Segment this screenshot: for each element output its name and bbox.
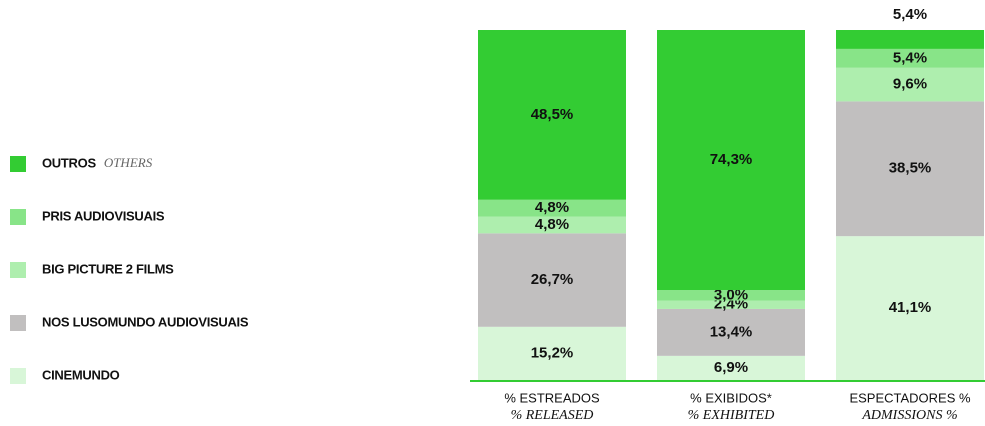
x-tick-label: % EXIBIDOS* [690,390,772,405]
bar-segment [657,290,805,301]
bar-segment [657,355,805,380]
bar-segment [657,30,805,291]
data-label: 15,2% [531,344,574,361]
data-label: 38,5% [889,160,932,177]
legend-label: CINEMUNDO [42,367,120,382]
x-tick-label-en: % RELEASED [511,408,594,423]
x-tick-label: % ESTREADOS [504,390,600,405]
legend-label-en: OTHERS [104,155,153,170]
bar-segment [657,300,805,309]
legend-swatch [10,156,26,172]
legend-swatch [10,368,26,384]
data-label: 4,8% [535,199,569,216]
data-label: 9,6% [893,76,927,93]
bar-segment [657,308,805,356]
bar-segment [478,326,626,380]
data-label: 5,4% [893,6,927,23]
bar-segment [836,48,984,68]
bar-segment [836,101,984,237]
data-label: 5,4% [893,49,927,66]
x-tick-label-en: % EXHIBITED [688,408,775,423]
legend-swatch [10,262,26,278]
x-tick-label: ESPECTADORES % [849,390,971,405]
data-label: 41,1% [889,299,932,316]
legend-label: OUTROS [42,155,96,170]
data-label: 3,0% [714,286,748,303]
data-label: 13,4% [710,323,753,340]
data-label: 26,7% [531,271,574,288]
bar-segment [836,67,984,102]
legend-label: PRIS AUDIOVISUAIS [42,208,165,223]
bar-segment [836,30,984,49]
x-tick-label-en: ADMISSIONS % [861,408,957,423]
bar-segment [478,233,626,327]
data-label: 74,3% [710,151,753,168]
legend-label: NOS LUSOMUNDO AUDIOVISUAIS [42,314,249,329]
bar-segment [478,30,626,200]
legend-swatch [10,209,26,225]
legend-swatch [10,315,26,331]
bar-segment [478,216,626,234]
bar-segment [478,199,626,217]
data-label: 4,8% [535,216,569,233]
data-label: 6,9% [714,359,748,376]
legend-label: BIG PICTURE 2 FILMS [42,261,174,276]
data-label: 48,5% [531,106,574,123]
bar-segment [836,236,984,380]
